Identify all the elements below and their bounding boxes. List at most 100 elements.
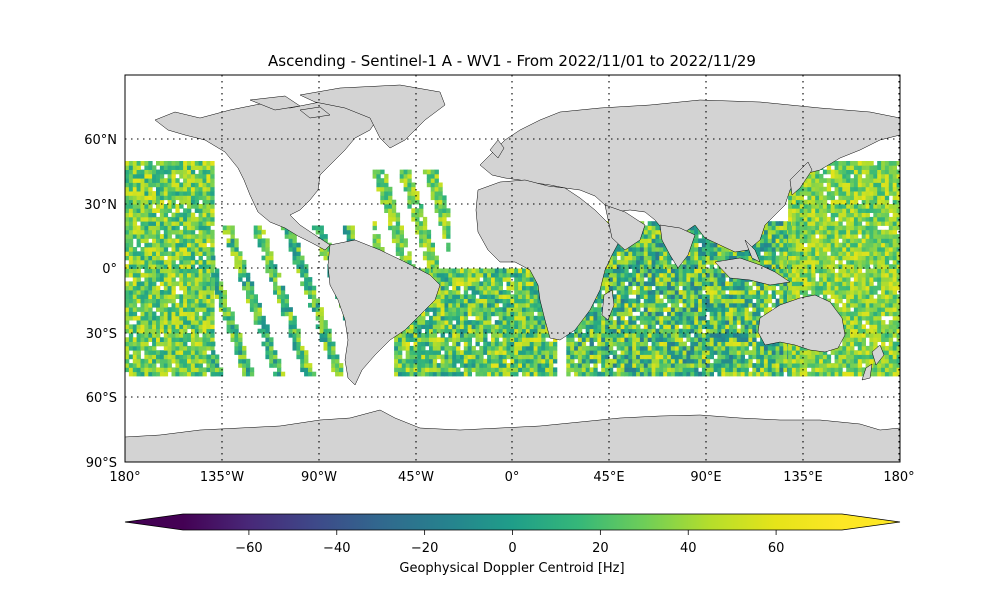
data-cell (218, 367, 224, 373)
data-cell (632, 371, 637, 377)
data-cell (391, 208, 397, 213)
data-cell (432, 371, 438, 377)
data-cell (430, 169, 435, 175)
data-cell (522, 307, 527, 312)
data-cell (632, 290, 637, 295)
data-cell (380, 186, 385, 192)
data-cell (498, 358, 503, 364)
data-cell (190, 165, 196, 170)
data-cell (222, 290, 227, 295)
data-cell (136, 358, 141, 364)
data-cell (311, 290, 317, 295)
data-cell (616, 298, 621, 304)
data-cell (372, 173, 377, 179)
data-cell (779, 354, 784, 360)
data-cell (698, 290, 703, 295)
data-cell (234, 251, 239, 256)
data-cell (426, 229, 432, 235)
data-cell (448, 337, 453, 342)
data-cell (190, 199, 196, 205)
data-cell (701, 302, 707, 308)
data-cell (394, 345, 399, 351)
data-cell (487, 341, 492, 347)
data-cell (460, 358, 465, 364)
data-cell (655, 358, 660, 364)
data-cell (265, 333, 270, 338)
data-cell (674, 285, 680, 291)
data-cell (432, 337, 438, 342)
data-cell (655, 294, 660, 299)
data-cell (682, 290, 687, 295)
data-cell (140, 311, 145, 317)
data-cell (210, 311, 215, 317)
data-cell (506, 354, 511, 360)
data-cell (479, 337, 484, 342)
data-cell (413, 363, 418, 368)
data-cell (167, 350, 172, 355)
data-cell (659, 277, 664, 282)
data-cell (426, 255, 432, 261)
data-cell (148, 221, 153, 226)
data-cell (222, 298, 227, 304)
data-cell (651, 320, 656, 325)
data-cell (288, 311, 293, 317)
data-cell (202, 341, 207, 347)
data-cell (763, 367, 769, 373)
data-cell (128, 221, 134, 226)
data-cell (725, 285, 730, 291)
data-cell (261, 238, 266, 244)
data-cell (701, 298, 707, 304)
data-cell (167, 182, 172, 188)
data-cell (616, 345, 621, 351)
data-cell (171, 251, 176, 256)
data-cell (705, 281, 711, 287)
data-cell (537, 307, 542, 312)
data-cell (771, 345, 776, 351)
data-cell (475, 311, 480, 317)
data-cell (434, 169, 439, 175)
data-cell (752, 337, 757, 342)
data-cell (405, 371, 410, 377)
data-cell (779, 290, 784, 295)
data-cell (479, 315, 484, 321)
data-cell (452, 307, 457, 312)
data-cell (529, 328, 534, 334)
data-cell (230, 311, 235, 317)
data-cell (152, 337, 157, 342)
data-cell (152, 345, 157, 351)
data-cell (795, 264, 801, 269)
data-cell (756, 290, 761, 295)
data-cell (682, 371, 687, 377)
data-cell (163, 216, 169, 222)
data-cell (732, 315, 738, 321)
data-cell (175, 229, 180, 235)
data-cell (802, 367, 807, 373)
data-cell (426, 173, 432, 179)
data-cell (779, 363, 784, 368)
data-cell (218, 281, 224, 287)
data-cell (647, 337, 652, 342)
data-cell (636, 242, 641, 248)
data-cell (257, 229, 262, 235)
data-cell (246, 294, 251, 299)
data-cell (128, 234, 134, 239)
data-cell (417, 328, 422, 334)
data-cell (659, 354, 664, 360)
data-cell (678, 341, 683, 347)
data-cell (553, 337, 558, 342)
data-cell (475, 354, 480, 360)
data-cell (498, 307, 503, 312)
data-cell (783, 363, 788, 368)
data-cell (624, 302, 629, 308)
data-cell (407, 255, 412, 261)
data-cell (779, 298, 784, 304)
data-cell (628, 277, 633, 282)
data-cell (620, 302, 625, 308)
data-cell (514, 337, 519, 342)
data-cell (748, 294, 753, 299)
data-cell (577, 345, 583, 351)
data-cell (643, 315, 649, 321)
data-cell (701, 238, 707, 244)
data-cell (171, 277, 176, 282)
data-cell (620, 307, 625, 312)
